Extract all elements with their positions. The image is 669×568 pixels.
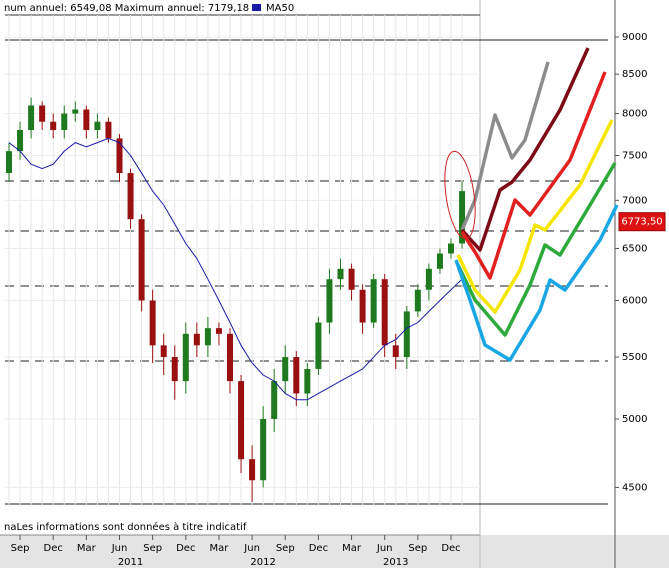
x-tick-label: Dec: [309, 543, 328, 554]
year-label: 2013: [383, 557, 408, 568]
candle-body: [249, 459, 256, 481]
x-axis-band: [0, 535, 669, 568]
x-tick-label: Jun: [111, 543, 128, 554]
x-tick-label: Sep: [408, 543, 427, 554]
projection-yellow: [456, 119, 614, 314]
projection-gray: [460, 61, 550, 231]
candle-body: [160, 345, 167, 358]
candle-body: [215, 328, 222, 334]
candle-body: [414, 289, 421, 312]
legend-swatch: [252, 4, 261, 11]
legend-label: MA50: [266, 3, 294, 14]
candle-body: [138, 219, 145, 301]
y-tick-label: 5500: [622, 352, 647, 363]
price-badge: [618, 212, 666, 232]
candle-body: [260, 418, 267, 481]
candle-body: [204, 328, 211, 346]
candle-body: [83, 109, 90, 130]
projection-red: [460, 71, 607, 280]
candle-body: [127, 173, 134, 220]
y-tick-label: 7500: [622, 150, 647, 161]
candle-body: [171, 357, 178, 382]
header-text: num annuel: 6549,08 Maximum annuel: 7179…: [4, 3, 249, 14]
y-tick-label: 4500: [622, 482, 647, 493]
y-tick-label: 5000: [622, 414, 647, 425]
candle-body: [105, 121, 112, 139]
candle-body: [149, 300, 156, 346]
candle-body: [182, 333, 189, 382]
price-label: 6773,50: [621, 217, 662, 228]
candle-body: [227, 333, 233, 382]
x-tick-label: Jun: [376, 543, 393, 554]
candle-body: [39, 105, 46, 122]
candle-body: [72, 109, 79, 114]
candle-body: [459, 191, 466, 244]
candle-body: [17, 129, 24, 152]
candle-body: [326, 279, 333, 323]
x-tick-label: Mar: [77, 543, 97, 554]
ma-line: [8, 137, 463, 401]
year-label: 2012: [250, 557, 275, 568]
candle-body: [94, 121, 101, 130]
candle-body: [28, 105, 35, 130]
candle-body: [403, 311, 410, 358]
candle-body: [282, 357, 289, 382]
x-tick-label: Sep: [11, 543, 30, 554]
x-tick-label: Sep: [276, 543, 295, 554]
x-tick-label: Dec: [176, 543, 195, 554]
candle-body: [50, 121, 57, 130]
projection-green: [456, 162, 617, 337]
candle-body: [436, 253, 443, 269]
candle-body: [6, 151, 12, 174]
candle-body: [370, 279, 377, 323]
dashed-levels: [5, 180, 608, 362]
y-tick-label: 8500: [622, 69, 647, 80]
projection-blue: [454, 204, 619, 362]
candle-body: [337, 268, 344, 280]
y-tick-label: 8000: [622, 109, 647, 120]
candle-body: [271, 381, 278, 419]
x-tick-label: Sep: [143, 543, 162, 554]
x-tick-label: Mar: [210, 543, 230, 554]
candle-body: [448, 243, 454, 254]
candle-body: [238, 381, 245, 460]
candle-body: [348, 268, 355, 290]
candle-body: [392, 345, 399, 358]
candle-body: [193, 333, 200, 346]
candle-body: [315, 322, 322, 369]
y-tick-label: 7000: [622, 195, 647, 206]
candle-body: [425, 268, 432, 290]
candle-body: [61, 113, 68, 130]
candle-body: [116, 138, 123, 174]
candle-body: [381, 279, 388, 346]
y-tick-label: 6500: [622, 243, 647, 254]
year-label: 2011: [118, 557, 143, 568]
projections: [454, 47, 619, 362]
candle-body: [293, 357, 300, 394]
projection-darkred: [460, 47, 590, 252]
x-tick-label: Dec: [44, 543, 63, 554]
candle-body: [359, 289, 366, 323]
highlight-ellipse: [444, 150, 476, 240]
y-tick-label: 9000: [622, 32, 647, 43]
candle-body: [304, 368, 311, 394]
plot: 4500 5000 5500 6000 6500 7000 7500 8000 8500 9000…: [5, 15, 647, 568]
y-tick-label: 6000: [622, 295, 647, 306]
footer-text: naLes informations sont données à titre …: [4, 521, 247, 533]
x-tick-label: Jun: [243, 543, 260, 554]
x-tick-label: Dec: [441, 543, 460, 554]
x-tick-label: Mar: [342, 543, 362, 554]
